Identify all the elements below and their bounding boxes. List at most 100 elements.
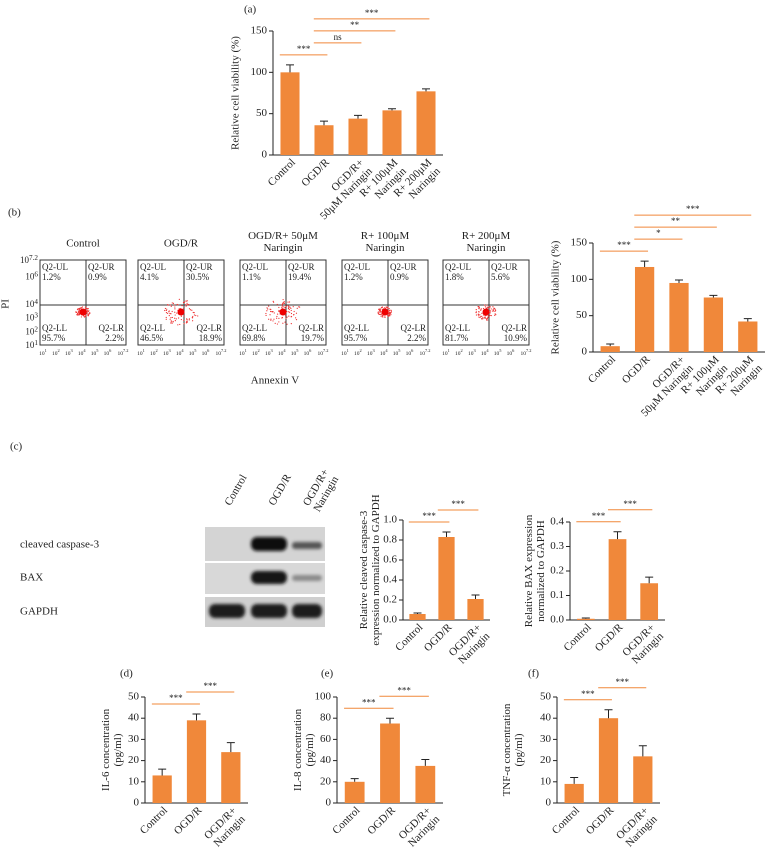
event-dot <box>289 311 291 313</box>
x-tick-label: Control <box>550 804 582 836</box>
event-dot <box>179 323 181 326</box>
event-dot <box>276 303 278 306</box>
x-tick-label: Control <box>561 621 593 653</box>
event-dot <box>87 310 89 313</box>
tick-exponent: 3 <box>372 348 375 353</box>
tick-exponent: 2 <box>156 348 158 353</box>
tick-exponent: 1 <box>448 348 450 353</box>
event-dot <box>482 317 484 319</box>
quadrant-value: 2.2% <box>105 333 124 343</box>
bar <box>186 720 207 803</box>
flow-plot-title: OGD/R <box>164 238 199 250</box>
event-dot <box>281 304 283 306</box>
event-dot <box>81 306 84 308</box>
event-dot <box>276 323 279 325</box>
tick-base: 10 <box>354 351 360 357</box>
exponent-tick-label: 101 <box>137 348 145 357</box>
exponent-tick-label: 105 <box>494 348 503 357</box>
quadrant-name: Q2-LR <box>197 323 223 333</box>
tick-exponent: 5 <box>96 348 99 353</box>
quadrant-value: 19.7% <box>301 333 325 343</box>
exponent-tick-label: 105 <box>393 348 402 357</box>
quadrant-name: Q2-LR <box>99 323 125 333</box>
bar <box>280 72 300 155</box>
event-dot <box>285 317 287 320</box>
event-dot <box>265 312 267 315</box>
tick-base: 10 <box>265 351 271 357</box>
y-tick-label: 0.2 <box>383 594 397 606</box>
event-dot <box>169 318 171 320</box>
quadrant-name: Q2-LL <box>242 323 267 333</box>
exponent-tick-label: 102 <box>25 325 38 336</box>
x-tick-label: OGD/R+Naringin <box>396 804 442 850</box>
event-dot <box>388 308 390 310</box>
quadrant-value: 10.9% <box>504 333 528 343</box>
band <box>292 575 322 581</box>
exponent-tick-label: 107.2 <box>20 254 38 265</box>
error-bar <box>421 759 430 766</box>
event-dot <box>186 319 188 321</box>
tick-exponent: 7.2 <box>221 348 227 353</box>
tick-exponent: 6 <box>309 348 312 353</box>
significance-label: *** <box>451 499 465 509</box>
y-tick-label: 20 <box>320 775 332 787</box>
y-tick-label: 30 <box>540 733 552 745</box>
event-dot <box>378 311 381 313</box>
tick-exponent: 2 <box>34 325 38 333</box>
significance-label: *** <box>581 689 595 699</box>
tick-exponent: 1 <box>45 348 47 353</box>
event-dot <box>385 306 387 308</box>
lane-label: OGD/R+Naringin <box>300 467 341 514</box>
y-tick-label: 0.0 <box>550 614 564 626</box>
y-tick-label: 100 <box>571 273 588 285</box>
event-dot <box>384 307 386 309</box>
event-dot <box>478 311 480 313</box>
event-dot <box>482 318 484 320</box>
y-axis-label: IL-8 concentration(pg/ml) <box>291 708 315 791</box>
tick-exponent: 6 <box>512 348 515 353</box>
exponent-tick-label: 101 <box>341 348 349 357</box>
event-dot <box>193 312 195 314</box>
event-core <box>381 308 389 316</box>
error-bar <box>606 343 615 347</box>
event-dot <box>273 301 275 303</box>
event-dot <box>274 322 276 324</box>
panel-label: (b) <box>8 207 21 219</box>
y-tick-label: 0.4 <box>383 574 397 586</box>
event-dot <box>378 309 381 311</box>
event-dot <box>481 318 483 320</box>
significance-label: *** <box>623 499 637 509</box>
bar <box>416 91 436 155</box>
event-dot <box>76 308 79 311</box>
tick-exponent: 1 <box>143 348 145 353</box>
event-dot <box>272 311 274 313</box>
event-dot <box>192 320 194 322</box>
event-dot <box>287 311 289 313</box>
tick-base: 10 <box>176 351 182 357</box>
y-tick-label: 0.3 <box>550 540 564 552</box>
event-dot <box>481 315 483 317</box>
event-dot <box>183 323 185 325</box>
event-dot <box>485 318 488 320</box>
event-dot <box>172 321 174 323</box>
event-dot <box>174 319 176 322</box>
exponent-tick-label: 103 <box>163 348 172 357</box>
quadrant-value: 5.6% <box>491 272 510 282</box>
y-axis-label: Relative BAX expressionnormalized to GAP… <box>522 514 546 627</box>
event-dot <box>490 314 492 317</box>
error-bar <box>581 617 590 619</box>
y-tick-label: 40 <box>320 754 332 766</box>
event-dot <box>283 306 285 308</box>
event-dot <box>79 307 81 310</box>
quadrant-value: 1.8% <box>445 272 464 282</box>
y-tick-label: 0.4 <box>550 516 564 528</box>
quadrant-name: Q2-LL <box>344 323 369 333</box>
tick-base: 10 <box>216 351 222 357</box>
y-axis-label: Relative cell viability (%) <box>550 240 562 354</box>
error-bar <box>442 531 451 537</box>
event-dot <box>484 306 487 308</box>
tick-exponent: 6 <box>207 348 210 353</box>
flow-plot-frame <box>39 259 127 346</box>
event-dot <box>76 314 78 316</box>
exponent-tick-label: 106 <box>104 348 113 357</box>
